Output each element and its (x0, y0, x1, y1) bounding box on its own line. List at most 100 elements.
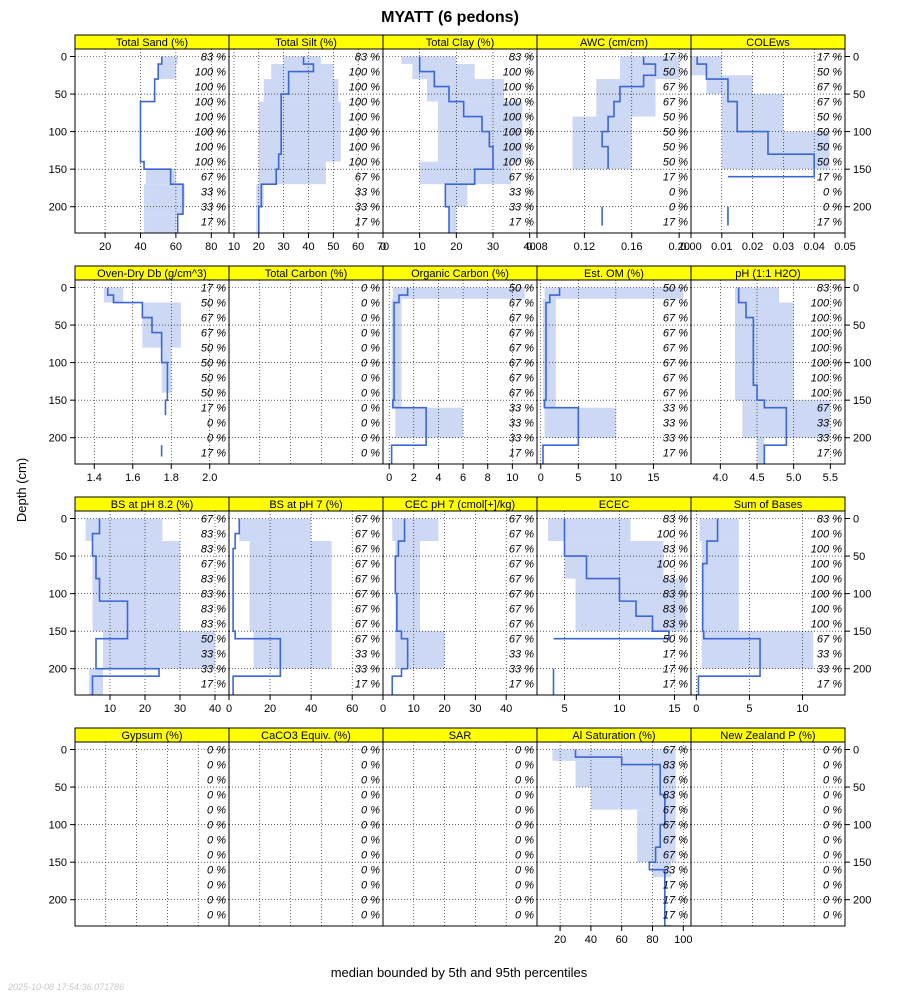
x-tick-label: 1.4 (87, 472, 102, 484)
y-tick-label-right: 100 (853, 127, 871, 139)
panel-15: 0 % 0 % 0 % 0 % 0 % 0 % 0 % 0 % 0 % 0 % 0 % 0 % Gyps… (74, 727, 230, 927)
pct-label: 67 % (201, 313, 226, 325)
pct-label: 67 % (509, 589, 534, 601)
pct-label: 0 % (361, 850, 380, 862)
pct-label: 83 % (663, 760, 688, 772)
panel-8: 50 % 67 % 67 % 67 % 67 % 67 % 67 % 67 % 33 % 33 %… (536, 265, 692, 484)
pct-label: 100 % (657, 559, 688, 571)
median-line (139, 56, 184, 233)
y-tick-label-left: 200 (49, 433, 67, 445)
percentile-band (544, 287, 684, 299)
pct-label: 67 % (663, 358, 688, 370)
panel-strip-label: AWC (cm/cm) (580, 37, 648, 49)
percentile-band (391, 298, 402, 408)
pct-label: 17 % (509, 217, 534, 229)
percentile-band (419, 161, 512, 185)
pct-label: 0 % (207, 820, 226, 832)
pct-label: 0 % (207, 790, 226, 802)
panel-13: 83 % 100 % 83 % 100 % 83 % 83 % 83 % 83 % 50 % 17… (536, 496, 692, 715)
pct-label: 0 % (361, 835, 380, 847)
pct-label: 67 % (509, 544, 534, 556)
y-tick-label-left: 0 (61, 52, 67, 64)
x-tick-label: 5.0 (786, 472, 801, 484)
pct-label: 50 % (663, 157, 688, 169)
y-tick-label-right: 150 (853, 857, 871, 869)
panel-3: 17 % 50 % 67 % 67 % 50 % 50 % 50 % 50 % 17 % 0 % 0… (526, 34, 692, 253)
pct-label: 67 % (663, 805, 688, 817)
panel-strip-label: Sum of Bases (734, 499, 803, 511)
pct-label: 33 % (509, 433, 534, 445)
pct-label: 33 % (663, 418, 688, 430)
percentile-band (258, 161, 326, 185)
pct-label: 0 % (515, 865, 534, 877)
x-tick-label: 20 (450, 241, 462, 253)
percentile-band (706, 75, 753, 95)
panel-plot-area (383, 742, 537, 926)
y-tick-label-right: 0 (853, 514, 859, 526)
y-tick-label-right: 200 (853, 895, 871, 907)
median-line (553, 518, 670, 640)
x-tick-label: 10 (228, 241, 240, 253)
x-tick-label: 8 (485, 472, 491, 484)
pct-label: 0 % (207, 805, 226, 817)
pct-label: 50 % (201, 634, 226, 646)
percentile-band (590, 787, 676, 810)
y-tick-label-right: 200 (853, 202, 871, 214)
pct-label: 0 % (515, 835, 534, 847)
pct-label: 33 % (355, 202, 380, 214)
x-tick-label: 5 (575, 472, 581, 484)
pct-label: 0 % (207, 910, 226, 922)
x-tick-label: 10 (104, 703, 116, 715)
pct-label: 0 % (823, 745, 842, 757)
pct-label: 17 % (817, 679, 842, 691)
pct-label: 50 % (663, 67, 688, 79)
pct-label: 50 % (663, 634, 688, 646)
pct-label: 67 % (663, 313, 688, 325)
pct-label: 50 % (201, 343, 226, 355)
median-line (696, 56, 815, 178)
percentile-band (701, 541, 739, 632)
pct-label: 83 % (355, 52, 380, 64)
pct-label: 67 % (201, 514, 226, 526)
pct-label: 17 % (817, 52, 842, 64)
pct-label: 67 % (509, 313, 534, 325)
pct-label: 67 % (663, 775, 688, 787)
pct-label: 100 % (349, 97, 380, 109)
pct-label: 33 % (509, 664, 534, 676)
pct-label: 50 % (201, 373, 226, 385)
pct-label: 50 % (201, 298, 226, 310)
pct-label: 67 % (663, 97, 688, 109)
panel-frame (690, 48, 846, 234)
x-tick-label: 60 (352, 241, 364, 253)
pct-label: 50 % (663, 127, 688, 139)
x-tick-label: 0 (380, 241, 386, 253)
x-tick-label: 40 (524, 241, 536, 253)
pct-label: 83 % (201, 544, 226, 556)
x-tick-label: 40 (134, 241, 146, 253)
pct-label: 67 % (355, 172, 380, 184)
pct-label: 33 % (509, 187, 534, 199)
pct-label: 67 % (201, 328, 226, 340)
pct-label: 33 % (817, 664, 842, 676)
x-tick-label: 5 (746, 703, 752, 715)
pct-label: 0 % (669, 187, 688, 199)
pct-label: 0 % (515, 790, 534, 802)
pct-label: 0 % (823, 820, 842, 832)
y-tick-label-right: 150 (853, 395, 871, 407)
x-tick-label: 0.02 (742, 241, 763, 253)
pct-label: 0 % (361, 745, 380, 757)
pct-label: 83 % (201, 619, 226, 631)
pct-label: 0 % (823, 187, 842, 199)
pct-label: 0 % (515, 850, 534, 862)
pct-label: 100 % (811, 313, 842, 325)
pct-label: 17 % (663, 664, 688, 676)
y-tick-label-left: 50 (55, 551, 67, 563)
x-tick-label: 0.05 (834, 241, 855, 253)
y-tick-label-right: 200 (853, 433, 871, 445)
percentile-band (158, 64, 176, 80)
pct-label: 17 % (201, 217, 226, 229)
panel-strip-label: COLEws (746, 37, 790, 49)
percentile-band (103, 631, 215, 669)
pct-label: 100 % (195, 82, 226, 94)
